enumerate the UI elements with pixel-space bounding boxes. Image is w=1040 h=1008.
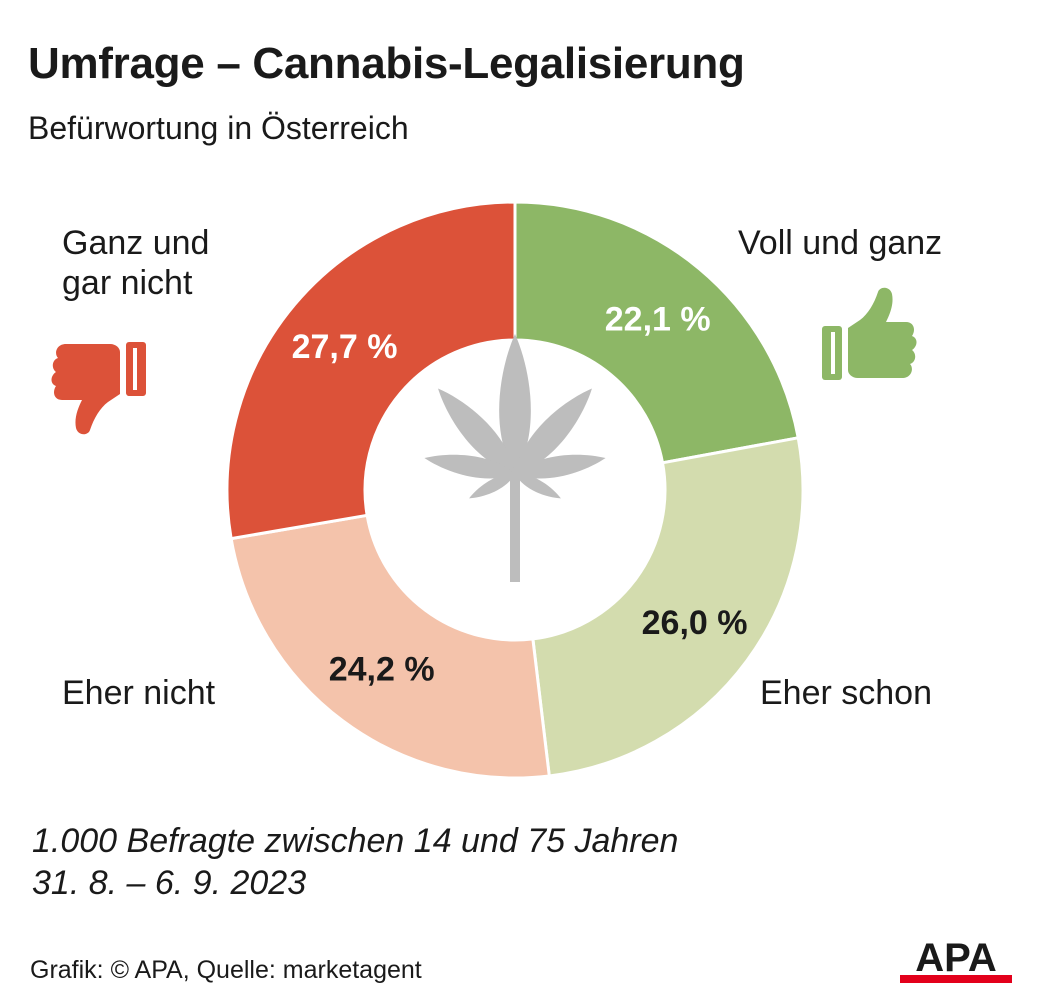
slice-value-label-0: 22,1 % bbox=[605, 301, 711, 339]
leaf-leaflet-5 bbox=[515, 473, 561, 499]
chart-title: Umfrage – Cannabis-Legalisierung bbox=[28, 39, 745, 88]
leaf-leaflet-1 bbox=[515, 388, 592, 474]
cannabis-leaf-icon bbox=[424, 334, 606, 582]
category-label-voll-und-ganz: Voll und ganz bbox=[738, 224, 943, 262]
leaf-leaflet-6 bbox=[469, 473, 515, 499]
leaf-leaflet-3 bbox=[515, 454, 606, 479]
slice-value-label-1: 26,0 % bbox=[642, 604, 748, 642]
source-credit: Grafik: © APA, Quelle: marketagent bbox=[30, 956, 422, 984]
leaf-leaflet-2 bbox=[438, 388, 515, 474]
donut-chart: 22,1 % 26,0 % 24,2 % 27,7 % bbox=[225, 200, 805, 780]
chart-subtitle: Befürwortung in Österreich bbox=[28, 110, 409, 146]
category-label-eher-nicht: Eher nicht bbox=[62, 674, 216, 712]
donut-slice-0 bbox=[513, 200, 800, 465]
donut-slice-1 bbox=[531, 436, 805, 778]
donut-slice-3 bbox=[225, 200, 517, 541]
category-label-eher-schon: Eher schon bbox=[760, 674, 932, 712]
thumbs-up-icon bbox=[822, 287, 917, 380]
leaf-leaflet-4 bbox=[424, 454, 515, 479]
survey-note: 1.000 Befragte zwischen 14 und 75 Jahren… bbox=[32, 820, 678, 904]
leaf-leaflet-0 bbox=[499, 334, 531, 474]
donut-slice-2 bbox=[229, 513, 551, 780]
survey-note-sample: 1.000 Befragte zwischen 14 und 75 Jahren bbox=[32, 822, 679, 860]
survey-note-dates: 31. 8. – 6. 9. 2023 bbox=[32, 864, 307, 902]
svg-text:APA: APA bbox=[915, 937, 996, 980]
apa-logo: APA bbox=[900, 937, 1012, 983]
slice-value-label-3: 27,7 % bbox=[292, 328, 398, 366]
leaf-stem bbox=[510, 472, 520, 582]
category-label-ganz-und-gar-nicht: Ganz und gar nicht bbox=[62, 224, 210, 302]
slice-value-label-2: 24,2 % bbox=[329, 651, 435, 689]
thumbs-down-icon bbox=[51, 342, 146, 435]
